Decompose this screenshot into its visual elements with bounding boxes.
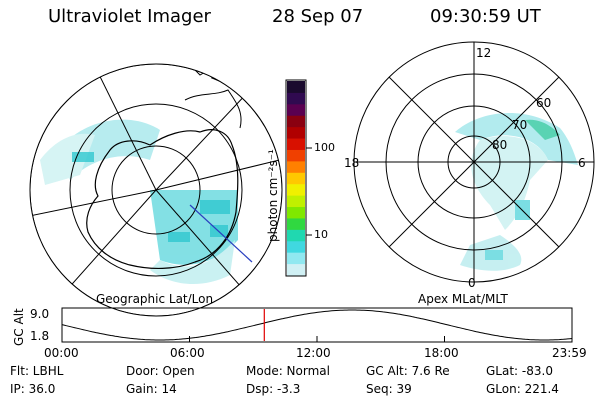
mlt-label-0: 0	[468, 276, 476, 290]
colorbar-segment	[287, 252, 305, 265]
info-dsp: Dsp: -3.3	[246, 382, 301, 396]
magnetic-panel-label: Apex MLat/MLT	[418, 292, 508, 306]
info-filter: Flt: LBHL	[10, 364, 64, 378]
mlt-label-6: 6	[578, 156, 586, 170]
colorbar-segment	[287, 217, 305, 230]
colorbar-segment	[287, 172, 305, 185]
info-glat: GLat: -83.0	[486, 364, 553, 378]
magnetic-map	[353, 41, 595, 283]
date-label: 28 Sep 07	[272, 6, 364, 27]
mlt-label-12: 12	[476, 46, 492, 60]
colorbar-segment	[287, 149, 305, 162]
altitude-curve	[61, 309, 573, 341]
time-label: 09:30:59 UT	[430, 6, 541, 27]
intensity-colorbar	[285, 79, 307, 277]
mlat-label-80: 80	[492, 138, 508, 152]
colorbar-segment	[287, 263, 305, 276]
colorbar-segment	[287, 160, 305, 173]
altitude-xtick-1200: 12:00	[296, 346, 331, 360]
info-gain: Gain: 14	[126, 382, 177, 396]
colorbar-segment	[287, 229, 305, 242]
colorbar-segment	[287, 81, 305, 93]
altitude-ytick-low: 1.8	[30, 329, 50, 343]
info-gc-alt: GC Alt: 7.6 Re	[366, 364, 450, 378]
colorbar-segment	[287, 103, 305, 116]
colorbar-segment	[287, 126, 305, 139]
info-mode: Mode: Normal	[246, 364, 330, 378]
colorbar-tick-10: 10	[314, 228, 328, 241]
info-door: Door: Open	[126, 364, 195, 378]
auroral-emission-mag	[455, 112, 578, 271]
mlat-label-60: 60	[536, 96, 552, 110]
info-seq: Seq: 39	[366, 382, 412, 396]
colorbar-segment	[287, 195, 305, 208]
colorbar-segment	[287, 206, 305, 219]
info-glon: GLon: 221.4	[486, 382, 559, 396]
geographic-map	[29, 63, 283, 317]
altitude-xtick-1800: 18:00	[424, 346, 459, 360]
colorbar-segment	[287, 183, 305, 196]
colorbar-tick-100: 100	[314, 141, 335, 154]
altitude-xtick-0600: 06:00	[170, 346, 205, 360]
colorbar-segment	[287, 92, 305, 105]
geographic-panel-label: Geographic Lat/Lon	[96, 292, 214, 306]
colorbar-segment	[287, 138, 305, 150]
colorbar-segment	[287, 240, 305, 253]
altitude-ylabel: GC Alt	[12, 308, 26, 346]
instrument-title: Ultraviolet Imager	[48, 6, 211, 27]
antarctica-outline	[86, 129, 239, 270]
altitude-xtick-0000: 00:00	[44, 346, 79, 360]
colorbar-unit-label: photon cm⁻²s⁻¹	[266, 149, 280, 242]
colorbar-segment	[287, 115, 305, 128]
mlat-label-70: 70	[512, 118, 528, 132]
altitude-xtick-2359: 23:59	[552, 346, 587, 360]
altitude-plot	[61, 307, 573, 343]
altitude-ytick-high: 9.0	[30, 307, 50, 321]
info-ip: IP: 36.0	[10, 382, 56, 396]
mlt-label-18: 18	[344, 156, 360, 170]
